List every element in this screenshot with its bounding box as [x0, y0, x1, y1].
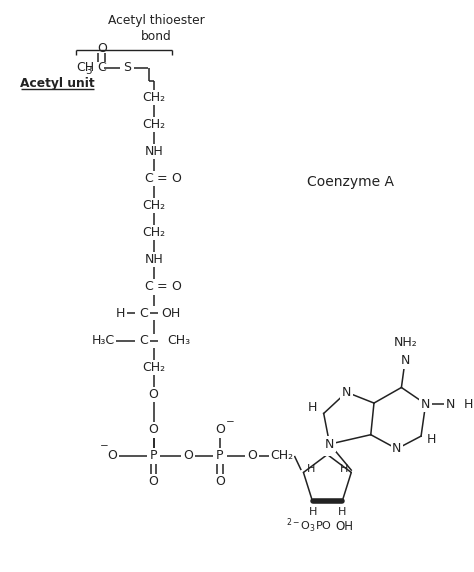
Text: O: O [322, 442, 332, 455]
Text: H₃C: H₃C [92, 334, 115, 347]
Text: NH: NH [144, 145, 163, 158]
Text: Acetyl thioester: Acetyl thioester [108, 14, 204, 27]
Text: O: O [183, 450, 193, 462]
Text: O: O [149, 388, 159, 401]
Text: N: N [342, 386, 351, 399]
Text: C: C [145, 172, 154, 185]
Text: C: C [139, 307, 148, 320]
Text: O: O [215, 423, 225, 436]
Text: Coenzyme A: Coenzyme A [307, 175, 394, 189]
Text: 3: 3 [85, 66, 92, 76]
Text: $^{2-}$O$_3$PO: $^{2-}$O$_3$PO [286, 517, 332, 535]
Text: CH₂: CH₂ [142, 91, 165, 104]
Text: bond: bond [141, 30, 171, 43]
Text: N: N [421, 398, 430, 411]
Text: CH₃: CH₃ [167, 334, 191, 347]
Text: P: P [150, 450, 157, 462]
Text: CH₂: CH₂ [142, 361, 165, 374]
Text: CH₂: CH₂ [142, 226, 165, 239]
Text: OH: OH [336, 519, 354, 533]
Polygon shape [303, 455, 351, 502]
Text: −: − [100, 440, 109, 451]
Text: H: H [308, 402, 318, 414]
Text: NH: NH [144, 253, 163, 266]
Text: Acetyl unit: Acetyl unit [20, 77, 95, 90]
Text: O: O [172, 280, 182, 293]
Text: O: O [149, 475, 159, 488]
Text: H: H [338, 507, 346, 517]
Text: H: H [307, 464, 315, 474]
Text: N: N [325, 438, 334, 451]
Text: =: = [156, 172, 167, 185]
Text: O: O [247, 450, 257, 462]
Text: CH₂: CH₂ [142, 199, 165, 212]
Text: C: C [97, 61, 106, 74]
Text: N: N [392, 442, 401, 455]
Text: CH₂: CH₂ [142, 118, 165, 131]
Text: NH₂: NH₂ [394, 336, 418, 349]
Text: C: C [139, 334, 148, 347]
Text: H: H [309, 507, 317, 517]
Text: P: P [216, 450, 224, 462]
Text: H: H [427, 434, 436, 446]
Text: H: H [464, 398, 473, 411]
Text: N: N [401, 354, 410, 367]
Text: CH: CH [76, 61, 94, 74]
Text: H: H [116, 307, 126, 320]
Text: N: N [446, 398, 456, 411]
Text: O: O [215, 475, 225, 488]
Text: O: O [98, 42, 108, 54]
Text: =: = [156, 280, 167, 293]
Text: OH: OH [161, 307, 181, 320]
Text: H: H [340, 464, 348, 474]
Text: O: O [149, 423, 159, 436]
Text: O: O [172, 172, 182, 185]
Text: −: − [226, 417, 234, 427]
Text: C: C [145, 280, 154, 293]
Text: CH₂: CH₂ [270, 450, 293, 462]
Text: S: S [123, 61, 131, 74]
Text: O: O [108, 450, 118, 462]
